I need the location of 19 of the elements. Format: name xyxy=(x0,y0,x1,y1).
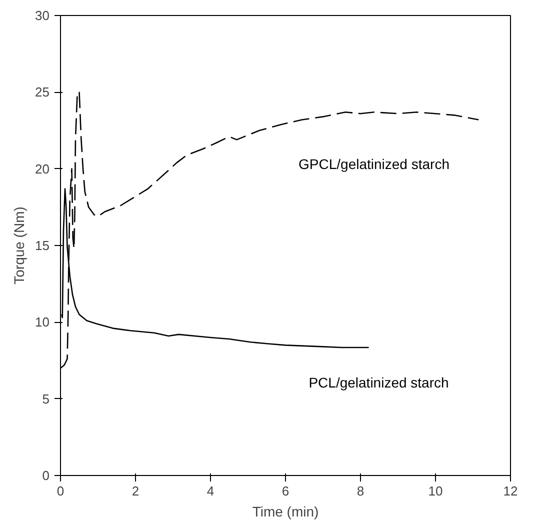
x-tick-label: 12 xyxy=(503,484,518,498)
x-tick-label: 4 xyxy=(206,484,214,498)
x-tick-label: 8 xyxy=(356,484,364,498)
x-tick-label: 10 xyxy=(428,484,443,498)
text: PCL/gelatinized starch xyxy=(308,374,449,390)
y-tick-label: 5 xyxy=(42,391,50,406)
x-tick-label: 2 xyxy=(132,484,140,498)
x-tick-label: 0 xyxy=(56,484,64,498)
line-series xyxy=(60,92,480,369)
y-tick-label: 25 xyxy=(35,84,50,100)
y-tick-label: 30 xyxy=(35,8,50,23)
y-tick-label: 15 xyxy=(35,238,50,253)
text: GPCL/gelatinized starch xyxy=(298,156,450,172)
x-axis-title: Time (min) xyxy=(252,504,319,520)
x-tick-label: 6 xyxy=(282,484,290,498)
y-tick-label: 0 xyxy=(42,468,50,483)
y-tick-label: 20 xyxy=(35,161,50,176)
y-tick-label: 10 xyxy=(35,314,50,330)
y-axis-title: Torque (Nm) xyxy=(11,206,28,284)
